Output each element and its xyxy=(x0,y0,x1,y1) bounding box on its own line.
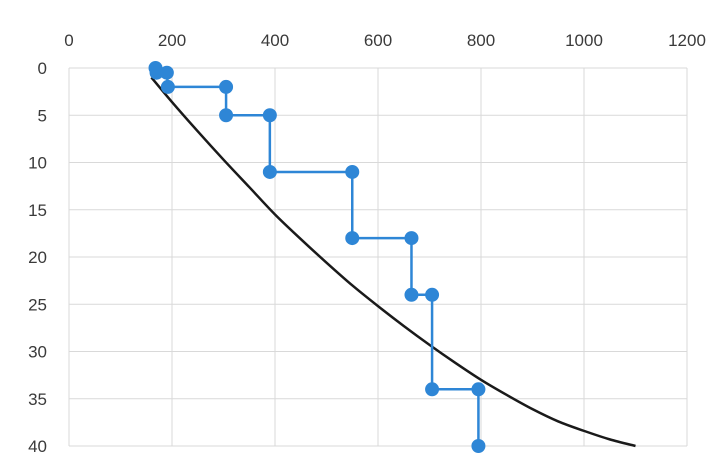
x-tick-label: 1200 xyxy=(668,31,706,50)
step-series-point xyxy=(219,108,234,123)
step-series-point xyxy=(471,439,486,453)
step-series-point xyxy=(345,164,360,179)
y-tick-label: 0 xyxy=(38,59,47,78)
x-tick-label: 1000 xyxy=(565,31,603,50)
step-series-point xyxy=(425,287,440,302)
x-tick-label: 400 xyxy=(261,31,289,50)
y-axis-tick-labels: 0 5 10 15 20 25 30 35 40 xyxy=(28,59,47,456)
y-tick-label: 40 xyxy=(28,437,47,456)
y-tick-label: 30 xyxy=(28,343,47,362)
step-series-point xyxy=(425,382,440,397)
step-series-point xyxy=(219,79,234,94)
step-series-point xyxy=(471,382,486,397)
y-tick-label: 25 xyxy=(28,295,47,314)
series-layer xyxy=(148,61,636,453)
trend-curve xyxy=(150,76,636,448)
grid xyxy=(68,67,688,447)
y-tick-label: 15 xyxy=(28,201,47,220)
step-series-point xyxy=(160,79,175,94)
y-tick-label: 35 xyxy=(28,390,47,409)
y-tick-label: 5 xyxy=(38,106,47,125)
step-series-point xyxy=(159,65,174,80)
x-tick-label: 200 xyxy=(158,31,186,50)
x-axis-tick-labels: 0 200 400 600 800 1000 1200 xyxy=(64,31,706,50)
step-series-point xyxy=(262,164,277,179)
y-tick-label: 10 xyxy=(28,154,47,173)
y-tick-label: 20 xyxy=(28,248,47,267)
x-tick-label: 0 xyxy=(64,31,73,50)
step-series-point xyxy=(345,231,360,246)
step-series-line xyxy=(154,67,480,446)
step-series-point xyxy=(262,108,277,123)
x-tick-label: 800 xyxy=(467,31,495,50)
step-series-point xyxy=(404,287,419,302)
step-series-point xyxy=(404,231,419,246)
x-tick-label: 600 xyxy=(364,31,392,50)
